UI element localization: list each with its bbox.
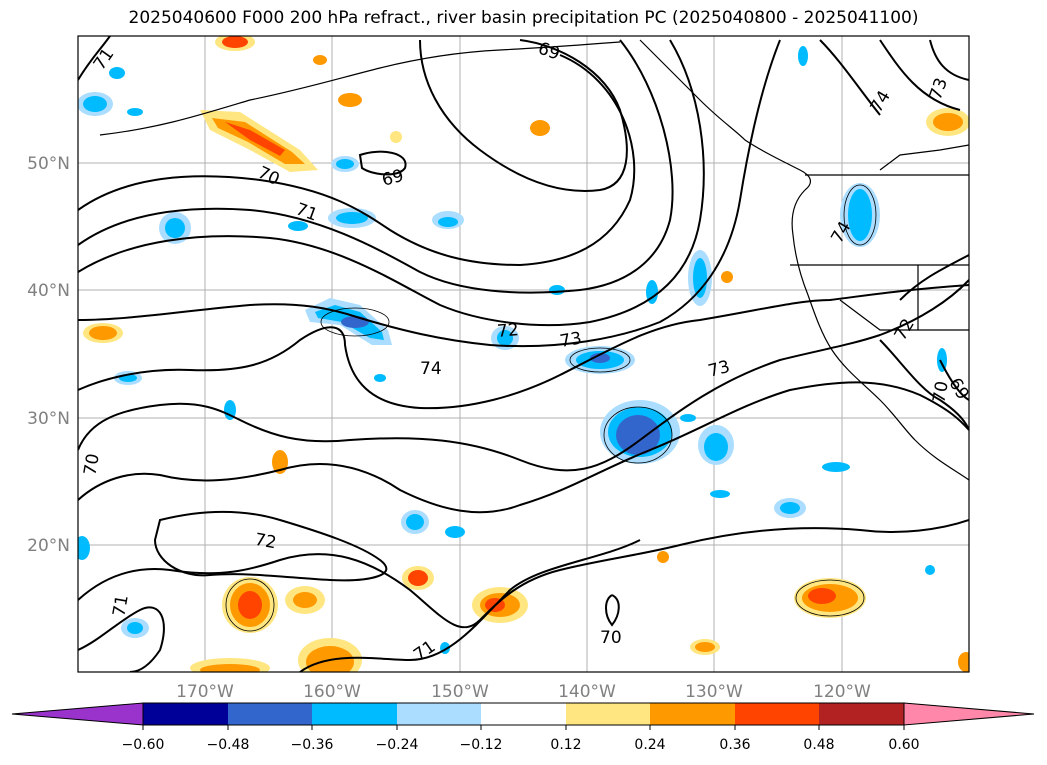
colorbar-segment <box>228 703 312 725</box>
lat-label: 50°N <box>27 154 70 174</box>
map-background <box>78 36 969 672</box>
colorbar-segment <box>143 703 228 725</box>
colorbar-segment <box>650 703 735 725</box>
lat-label: 20°N <box>27 536 70 556</box>
lon-label: 120°W <box>813 682 871 702</box>
map-layers <box>78 36 969 672</box>
map-title: 2025040600 F000 200 hPa refract., river … <box>128 8 919 28</box>
colorbar-frame <box>142 702 905 726</box>
colorbar-segment <box>819 703 904 725</box>
contours <box>78 36 969 672</box>
colorbar-segment <box>397 703 481 725</box>
contour-label: 72 <box>496 320 519 342</box>
colorbar-tick: −0.36 <box>291 737 334 753</box>
colorbar-tick: 0.24 <box>634 737 665 753</box>
colorbar-extend-min <box>11 702 144 726</box>
colorbar-extend-max <box>903 702 1035 726</box>
colorbar-tick: −0.60 <box>122 737 165 753</box>
longitude-labels: 170°W 160°W 150°W 140°W 130°W 120°W <box>176 682 871 702</box>
contour-label: 72 <box>253 530 278 553</box>
lon-label: 140°W <box>558 682 616 702</box>
colorbar-tick: −0.48 <box>207 737 250 753</box>
colorbar: −0.60 −0.48 −0.36 −0.24 −0.12 0.12 0.24 … <box>11 702 1035 753</box>
contour-label: 74 <box>420 359 442 379</box>
lon-label: 160°W <box>303 682 361 702</box>
contour-label: 70 <box>80 452 103 477</box>
colorbar-tick: −0.12 <box>460 737 503 753</box>
colorbar-tick: −0.24 <box>376 737 419 753</box>
colorbar-segment <box>566 703 650 725</box>
graticule <box>78 36 969 672</box>
latitude-labels: 50°N 40°N 30°N 20°N <box>27 154 70 556</box>
precip-shading <box>78 36 969 672</box>
lon-label: 170°W <box>176 682 234 702</box>
contour-label: 71 <box>109 593 132 618</box>
colorbar-segment <box>481 703 566 725</box>
lat-label: 40°N <box>27 281 70 301</box>
lon-label: 150°W <box>431 682 489 702</box>
contour-label: 70 <box>600 628 622 648</box>
colorbar-tick: 0.60 <box>888 737 919 753</box>
coastlines <box>99 39 969 481</box>
colorbar-tick: 0.36 <box>719 737 750 753</box>
colorbar-tick: 0.12 <box>550 737 581 753</box>
lat-label: 30°N <box>27 409 70 429</box>
colorbar-segment <box>312 703 397 725</box>
precip-outlines <box>225 184 877 632</box>
contour-label: 70 <box>929 380 952 405</box>
colorbar-segment <box>735 703 819 725</box>
contour-label: 73 <box>558 328 583 351</box>
lon-label: 130°W <box>685 682 743 702</box>
map-frame <box>77 35 970 673</box>
colorbar-tick: 0.48 <box>803 737 834 753</box>
